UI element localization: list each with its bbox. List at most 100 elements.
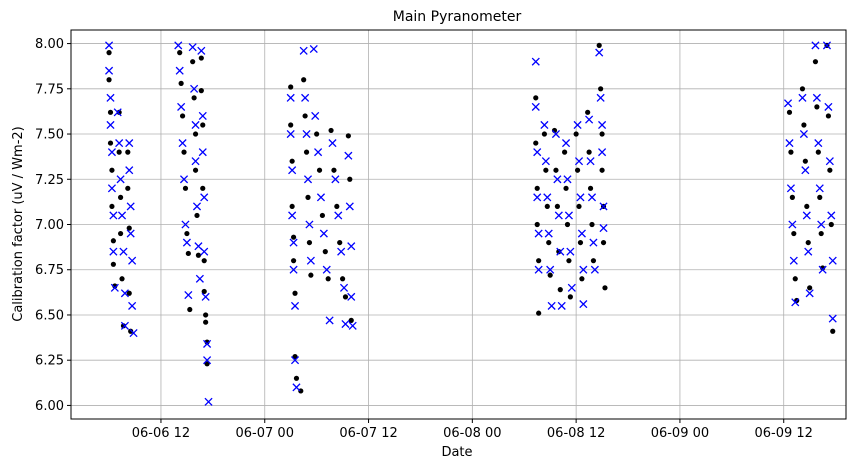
- data-point-dot: [303, 149, 310, 155]
- data-point-dot: [192, 167, 199, 173]
- data-point-cross: [126, 202, 135, 211]
- data-point-dot: [194, 212, 200, 219]
- data-point-dot: [319, 212, 326, 219]
- data-point-cross: [288, 211, 297, 220]
- data-point-cross: [791, 298, 800, 307]
- data-point-cross: [825, 157, 834, 166]
- data-point-dot: [791, 230, 797, 237]
- data-point-dot: [567, 294, 573, 300]
- x-axis-label: Date: [441, 445, 472, 460]
- x-axis-ticks: 06-06 12 06-07 00 06-07 12 06-08 00 06-08 12…: [132, 419, 813, 441]
- data-point-dot: [331, 167, 337, 173]
- data-point-dot: [805, 239, 811, 246]
- data-point-dot: [107, 140, 114, 146]
- data-point-dot: [325, 276, 331, 282]
- chart-title: Main Pyranometer: [393, 9, 522, 25]
- data-point-dot: [577, 239, 584, 246]
- data-point-dot: [289, 203, 295, 210]
- data-point-cross: [786, 184, 795, 193]
- data-point-dot: [178, 80, 184, 86]
- data-point-dot: [328, 127, 334, 134]
- data-point-cross: [204, 397, 213, 406]
- data-point-cross: [347, 242, 356, 251]
- data-point-dot: [316, 167, 323, 173]
- data-point-cross: [184, 291, 193, 300]
- data-point-cross: [547, 301, 556, 310]
- data-point-cross: [203, 356, 212, 365]
- data-point-dot: [106, 77, 112, 83]
- data-point-dot: [348, 317, 354, 323]
- data-point-cross: [574, 157, 584, 166]
- data-point-cross: [106, 93, 115, 102]
- data-point-cross: [589, 238, 598, 247]
- data-point-cross: [128, 301, 137, 310]
- data-point-cross: [328, 139, 337, 148]
- data-point-dot: [786, 109, 793, 115]
- data-point-dot: [585, 109, 591, 115]
- data-point-dot: [125, 185, 131, 191]
- data-point-cross: [799, 129, 808, 139]
- data-point-cross: [309, 44, 318, 54]
- y-tick-label: 7.50: [35, 128, 64, 143]
- y-tick-label: 7.25: [35, 173, 64, 188]
- data-point-dot: [107, 109, 114, 115]
- data-point-dot: [126, 225, 132, 231]
- data-point-cross: [197, 46, 206, 55]
- data-point-cross: [120, 321, 129, 330]
- data-point-cross: [107, 184, 117, 193]
- data-point-dot: [290, 258, 297, 264]
- data-point-cross: [200, 193, 209, 202]
- data-point-cross: [110, 283, 119, 292]
- data-point-cross: [805, 289, 814, 298]
- data-point-dot: [789, 194, 795, 200]
- data-point-dot: [602, 285, 608, 291]
- x-tick-label: 06-09 12: [754, 426, 812, 441]
- data-point-dot: [590, 258, 597, 264]
- data-point-dot: [314, 131, 320, 137]
- data-point-cross: [598, 148, 607, 157]
- data-point-dot: [586, 149, 592, 155]
- data-point-dot: [308, 272, 314, 278]
- data-point-dot: [828, 221, 834, 228]
- data-point-cross: [599, 224, 608, 233]
- data-point-cross: [109, 247, 118, 256]
- data-point-dot: [288, 84, 294, 90]
- data-point-cross: [783, 99, 793, 108]
- data-point-cross: [314, 148, 323, 157]
- data-point-cross: [587, 193, 597, 202]
- data-point-dot: [339, 276, 346, 282]
- data-point-cross: [348, 321, 357, 330]
- data-point-cross: [531, 57, 540, 66]
- data-point-cross: [822, 41, 832, 50]
- data-point-cross: [557, 301, 566, 310]
- data-point-dot: [110, 238, 116, 244]
- data-point-cross: [596, 93, 605, 102]
- data-point-cross: [576, 193, 585, 202]
- y-tick-label: 7.00: [35, 218, 64, 233]
- data-point-cross: [200, 247, 209, 256]
- data-point-dot: [201, 258, 207, 264]
- data-point-dot: [536, 258, 542, 264]
- data-point-cross: [789, 256, 798, 265]
- data-point-dot: [289, 158, 295, 164]
- data-point-cross: [188, 43, 197, 52]
- data-point-cross: [586, 157, 595, 166]
- data-point-dot: [322, 249, 328, 255]
- data-point-dot: [125, 149, 131, 155]
- data-point-cross: [311, 111, 320, 121]
- data-point-cross: [540, 120, 549, 130]
- data-point-cross: [824, 102, 833, 111]
- data-point-dot: [801, 122, 807, 128]
- data-point-cross: [120, 289, 129, 298]
- y-tick-label: 6.50: [35, 308, 64, 323]
- x-tick-label: 06-06 12: [132, 426, 190, 441]
- data-point-dot: [116, 109, 122, 115]
- data-point-cross: [191, 120, 200, 130]
- data-point-cross: [595, 48, 604, 57]
- data-point-dot: [126, 290, 132, 296]
- data-point-cross: [116, 175, 125, 184]
- data-point-dot: [179, 113, 186, 119]
- data-point-dot: [201, 288, 207, 295]
- data-point-cross: [573, 120, 582, 130]
